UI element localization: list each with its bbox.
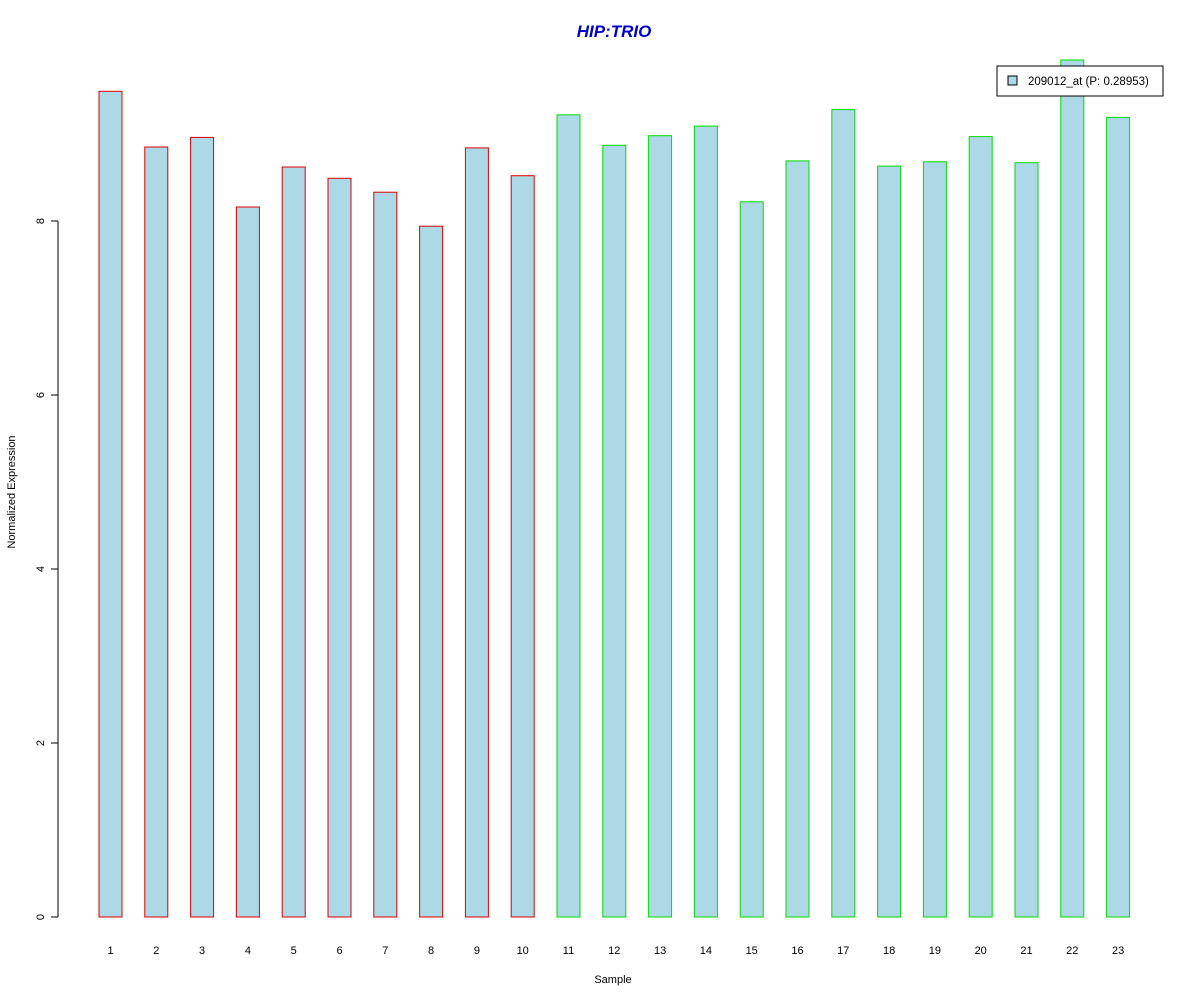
bar-sample-11	[556, 114, 581, 918]
bar-sample-15	[739, 201, 764, 918]
bar-sample-7	[373, 191, 398, 918]
bar-sample-12	[602, 144, 627, 918]
x-tick-label: 5	[291, 945, 297, 957]
x-tick-label: 3	[199, 945, 205, 957]
bars-group	[98, 59, 1131, 918]
bar-sample-23	[1106, 116, 1131, 918]
x-tick-label: 7	[382, 945, 388, 957]
legend-swatch	[1007, 75, 1018, 86]
bar-sample-16	[785, 160, 810, 918]
y-tick-label: 8	[35, 218, 47, 224]
bar-sample-21	[1014, 162, 1039, 918]
x-tick-label: 12	[608, 945, 620, 957]
x-tick-label: 1	[107, 945, 113, 957]
bar-sample-19	[922, 161, 947, 918]
x-tick-label: 20	[975, 945, 987, 957]
bar-sample-6	[327, 177, 352, 918]
legend-box	[996, 65, 1164, 97]
y-tick-label: 2	[35, 740, 47, 746]
x-tick-label: 18	[883, 945, 895, 957]
bar-sample-4	[235, 206, 260, 918]
bar-sample-10	[510, 175, 535, 918]
bar-sample-8	[419, 225, 444, 918]
x-tick-label: 13	[654, 945, 666, 957]
x-tick-label: 23	[1112, 945, 1124, 957]
bar-sample-18	[877, 165, 902, 918]
legend-label: 209012_at (P: 0.28953)	[1028, 76, 1149, 88]
bar-sample-9	[464, 147, 489, 918]
bar-sample-1	[98, 90, 123, 918]
bar-sample-13	[648, 135, 673, 918]
x-tick-label: 2	[153, 945, 159, 957]
x-tick-label: 11	[563, 945, 574, 957]
x-tick-label: 4	[245, 945, 251, 957]
bar-sample-3	[190, 136, 215, 918]
x-tick-label: 14	[700, 945, 712, 957]
x-tick-label: 8	[428, 945, 434, 957]
y-tick-label: 0	[35, 914, 47, 920]
x-tick-label: 19	[929, 945, 941, 957]
x-axis-label: Sample	[594, 974, 631, 986]
x-tick-label: 10	[517, 945, 529, 957]
chart-title: HIP:TRIO	[577, 22, 652, 41]
y-tick-label: 4	[35, 566, 47, 572]
x-tick-label: 17	[837, 945, 849, 957]
bar-sample-2	[144, 146, 169, 918]
x-tick-label: 6	[336, 945, 342, 957]
legend: 209012_at (P: 0.28953)	[996, 65, 1164, 97]
bar-sample-20	[968, 136, 993, 918]
x-axis: 1 2 3 4 5 6 7 8 9 10 11 12 13 14 15 16 17 18 19 20 21 22 23	[107, 945, 1124, 957]
bar-sample-17	[831, 109, 856, 918]
y-axis: 0 2 4 6 8	[35, 218, 59, 920]
y-tick-label: 6	[35, 392, 47, 398]
x-tick-label: 22	[1066, 945, 1078, 957]
bar-sample-14	[693, 125, 718, 918]
bar-sample-22	[1060, 59, 1085, 918]
y-axis-label: Normalized Expression	[6, 435, 18, 548]
bar-sample-5	[281, 166, 306, 918]
x-tick-label: 16	[791, 945, 803, 957]
x-tick-label: 15	[746, 945, 758, 957]
x-tick-label: 21	[1020, 945, 1032, 957]
x-tick-label: 9	[474, 945, 480, 957]
